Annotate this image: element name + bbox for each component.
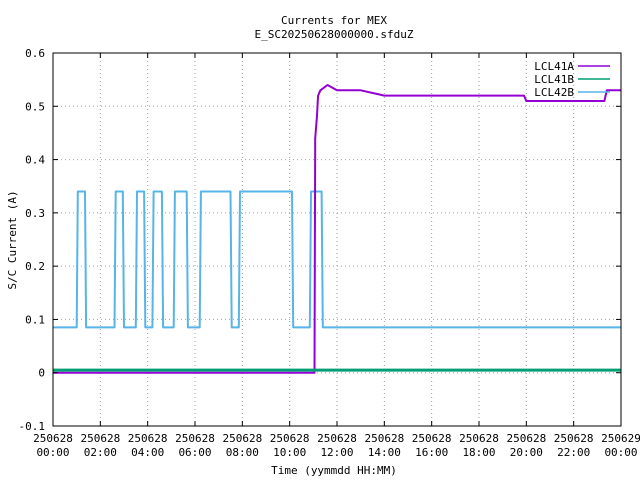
x-tick-label-time: 00:00 — [36, 446, 69, 459]
x-tick-label-date: 250629 — [601, 432, 640, 445]
data-series — [53, 84, 621, 374]
x-tick-label-date: 250628 — [554, 432, 594, 445]
y-tick-label: 0.2 — [25, 260, 45, 273]
x-tick-label-date: 250628 — [412, 432, 452, 445]
series-line-lcl41a — [53, 84, 621, 374]
x-axis-label: Time (yymmdd HH:MM) — [271, 464, 397, 477]
y-tick-label: 0 — [38, 367, 45, 380]
x-tick-label-date: 250628 — [317, 432, 357, 445]
y-axis-label: S/C Current (A) — [6, 190, 19, 289]
x-tick-label-time: 02:00 — [84, 446, 117, 459]
y-tick-label: -0.1 — [19, 420, 46, 433]
y-tick-label: 0.3 — [25, 207, 45, 220]
y-tick-label: 0.4 — [25, 154, 45, 167]
x-tick-label-time: 06:00 — [178, 446, 211, 459]
x-tick-label-date: 250628 — [364, 432, 404, 445]
x-tick-label-date: 250628 — [506, 432, 546, 445]
x-tick-label-date: 250628 — [33, 432, 73, 445]
x-tick-label-date: 250628 — [128, 432, 168, 445]
x-tick-label-date: 250628 — [175, 432, 215, 445]
x-tick-label-date: 250628 — [80, 432, 120, 445]
y-tick-label: 0.1 — [25, 313, 45, 326]
y-tick-label: 0.6 — [25, 47, 45, 60]
series-line-lcl42b — [53, 190, 621, 329]
x-tick-label-time: 16:00 — [415, 446, 448, 459]
x-tick-label-time: 04:00 — [131, 446, 164, 459]
x-tick-label-time: 10:00 — [273, 446, 306, 459]
grid-lines — [53, 53, 621, 426]
legend-label: LCL41A — [534, 60, 574, 73]
x-tick-label-time: 12:00 — [320, 446, 353, 459]
legend-label: LCL42B — [534, 86, 574, 99]
x-tick-label-time: 22:00 — [557, 446, 590, 459]
x-tick-label-date: 250628 — [222, 432, 262, 445]
x-tick-label-time: 20:00 — [510, 446, 543, 459]
legend-label: LCL41B — [534, 73, 574, 86]
x-tick-label-date: 250628 — [270, 432, 310, 445]
axis-ticks: -0.100.10.20.30.40.50.625062800:00250628… — [19, 47, 640, 459]
y-tick-label: 0.5 — [25, 100, 45, 113]
x-tick-label-time: 18:00 — [462, 446, 495, 459]
x-tick-label-time: 14:00 — [368, 446, 401, 459]
x-tick-label-date: 250628 — [459, 432, 499, 445]
chart-subtitle: E_SC20250628000000.sfduZ — [255, 28, 414, 41]
x-tick-label-time: 08:00 — [226, 446, 259, 459]
chart-title: Currents for MEX — [281, 14, 387, 27]
x-tick-label-time: 00:00 — [604, 446, 637, 459]
